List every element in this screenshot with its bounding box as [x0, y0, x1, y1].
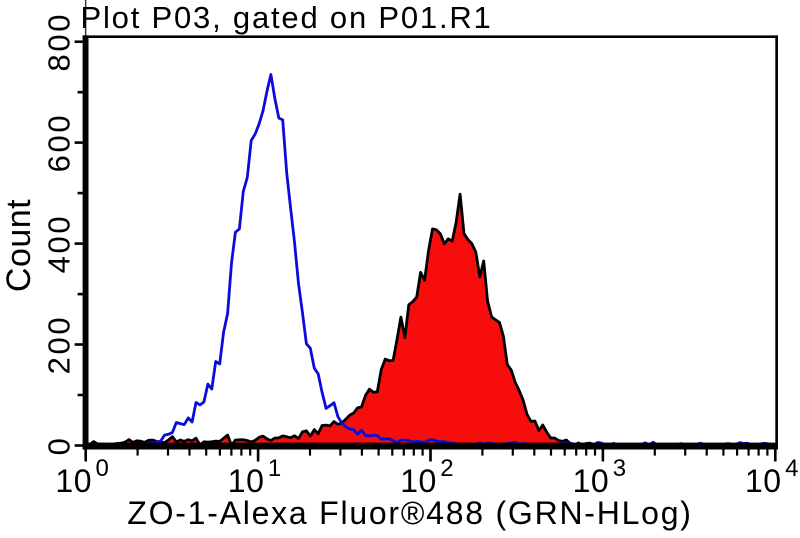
svg-text:800: 800 [42, 12, 77, 72]
svg-text:0: 0 [42, 436, 77, 456]
svg-text:200: 200 [42, 315, 77, 375]
svg-text:100: 10 0 [55, 455, 108, 499]
svg-text:400: 400 [42, 214, 77, 274]
svg-text:ZO-1-Alexa Fluor®488 (GRN-HLog: ZO-1-Alexa Fluor®488 (GRN-HLog) [127, 495, 692, 531]
svg-text:Count: Count [0, 199, 38, 292]
svg-text:600: 600 [42, 113, 77, 173]
svg-text:102: 10 2 [400, 455, 453, 499]
svg-text:Plot P03, gated on P01.R1: Plot P03, gated on P01.R1 [81, 0, 493, 35]
